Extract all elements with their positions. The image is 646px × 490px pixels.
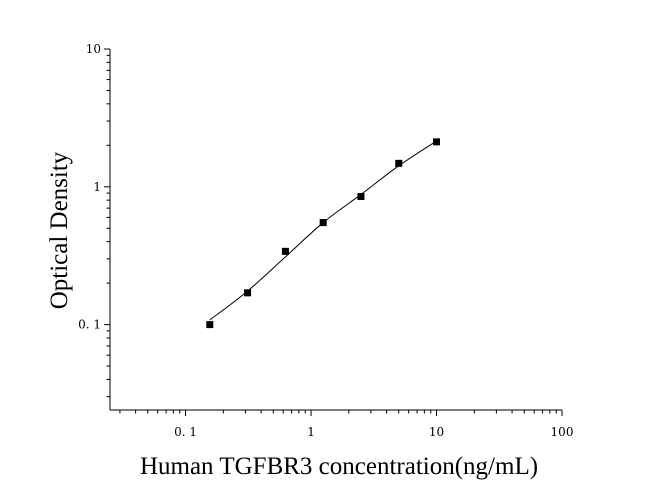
x-tick-label: 100: [551, 425, 574, 439]
axes: [109, 49, 562, 411]
data-point: [281, 247, 289, 255]
x-tick-label: 10: [429, 425, 444, 439]
y-tick-label: 1: [93, 180, 101, 194]
data-point: [357, 193, 365, 201]
fit-curve: [209, 140, 437, 321]
x-axis-title: Human TGFBR3 concentration(ng/mL): [140, 453, 538, 480]
x-tick-label: 0. 1: [174, 425, 197, 439]
ticks: 0. 1 1 10 100 0. 1 1 10: [78, 42, 573, 439]
data-points: [206, 138, 441, 329]
data-point: [206, 321, 214, 329]
data-point: [433, 138, 441, 146]
y-axis-title: Optical Density: [46, 151, 73, 309]
data-point: [244, 289, 252, 297]
data-point: [395, 159, 403, 167]
data-point: [319, 219, 327, 227]
fit-curve-group: [209, 140, 437, 321]
y-tick-label: 0. 1: [78, 318, 101, 332]
y-tick-label: 10: [86, 42, 101, 56]
x-tick-label: 1: [307, 425, 315, 439]
